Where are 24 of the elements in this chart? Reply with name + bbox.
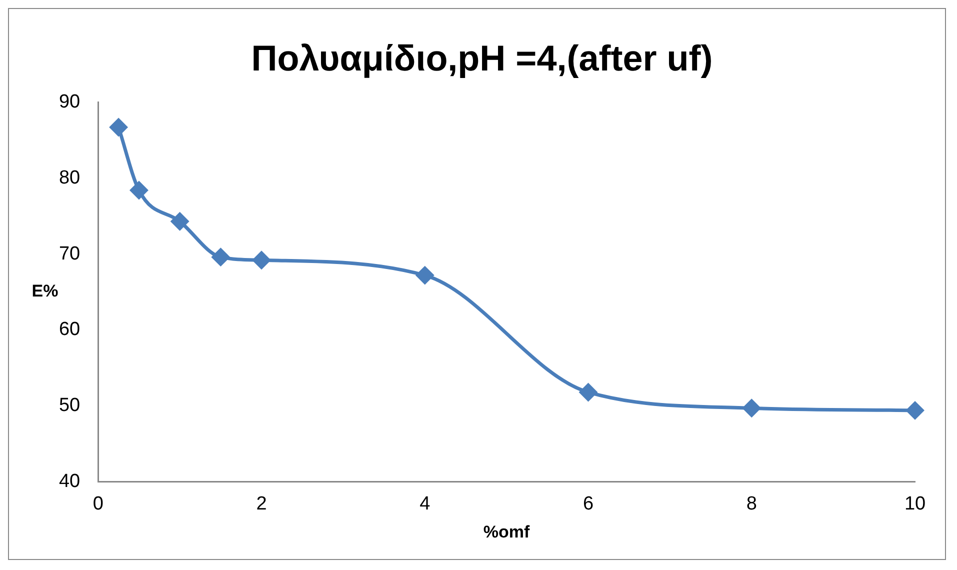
- y-axis-title: E%: [32, 282, 58, 301]
- x-tick-label: 2: [256, 493, 267, 514]
- y-tick-label: 80: [58, 167, 80, 188]
- y-tick-label: 60: [58, 319, 80, 340]
- x-tick-label: 0: [92, 493, 104, 514]
- x-axis-title: %omf: [483, 522, 530, 542]
- point: [742, 399, 760, 417]
- x-tick-label: 10: [904, 493, 926, 514]
- point: [416, 266, 434, 284]
- point: [580, 383, 598, 401]
- point: [130, 182, 148, 200]
- chart-title: Πολυαμίδιο,pH =4,(after uf): [251, 38, 713, 79]
- point: [906, 402, 924, 420]
- y-tick-label: 90: [58, 91, 80, 112]
- x-tick-label: 4: [420, 493, 431, 514]
- x-tick-label: 6: [582, 493, 594, 514]
- point: [212, 248, 230, 266]
- point: [110, 118, 128, 136]
- x-tick-label: 8: [746, 493, 757, 514]
- point: [252, 251, 270, 269]
- point: [171, 212, 189, 230]
- y-tick-label: 70: [58, 243, 80, 264]
- y-tick-label: 40: [58, 471, 80, 492]
- y-tick-label: 50: [58, 395, 80, 416]
